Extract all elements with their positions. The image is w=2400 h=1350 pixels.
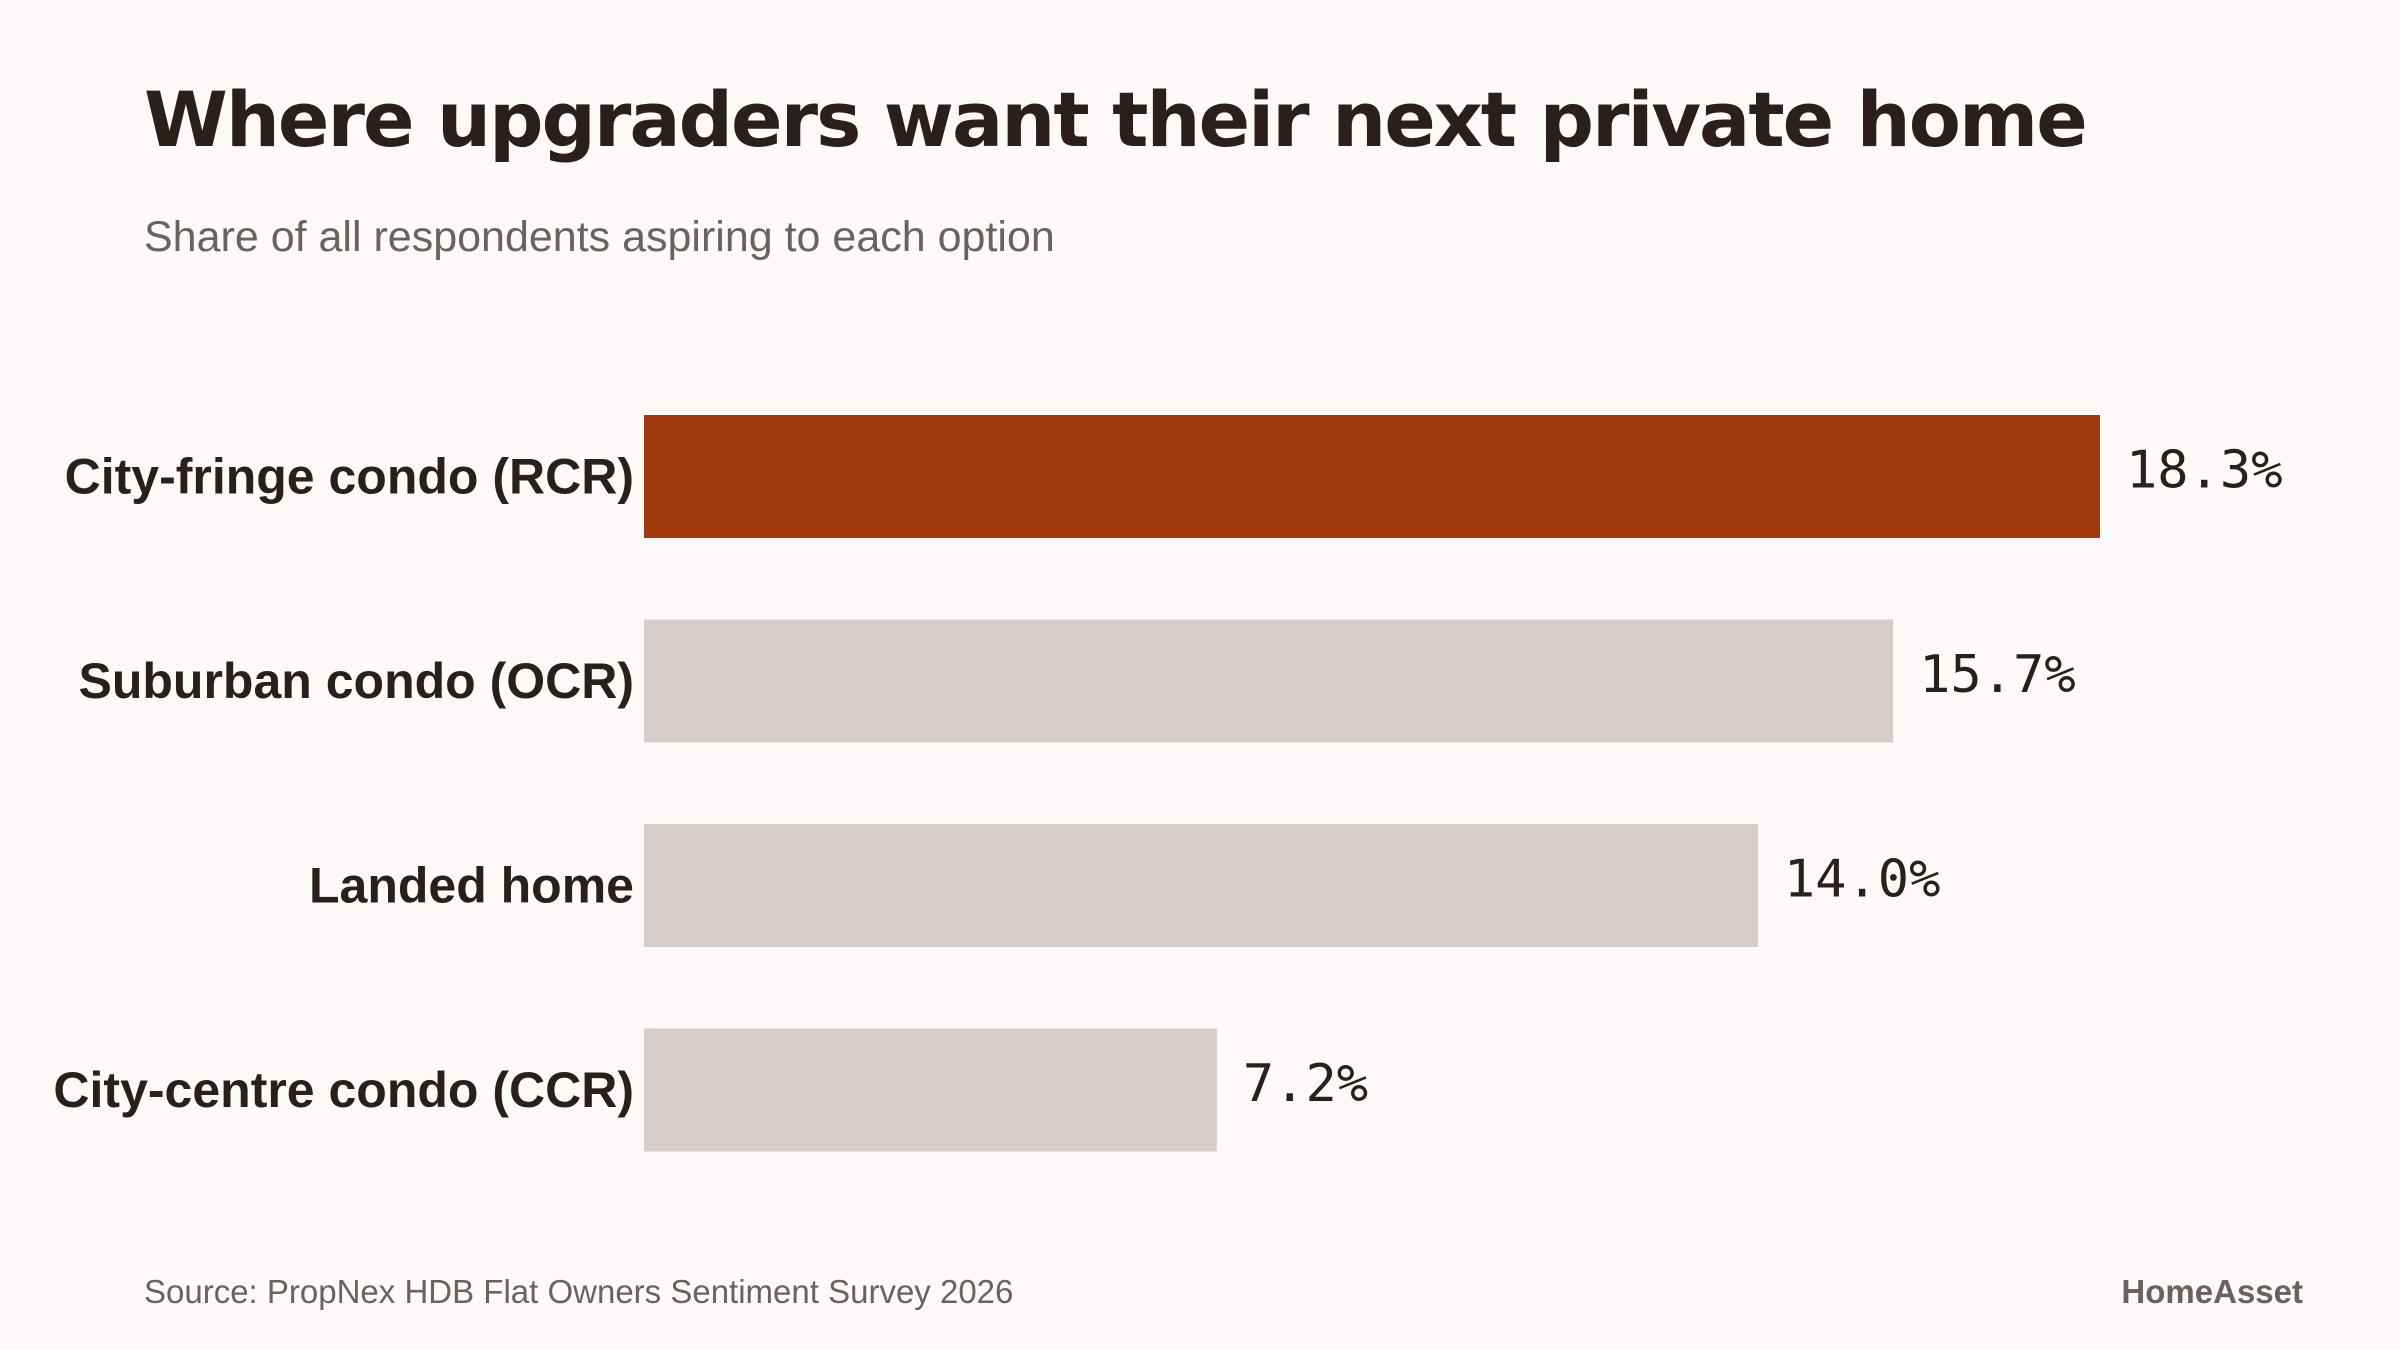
- bar-3: [644, 1028, 1217, 1152]
- value-label-0: 18.3%: [2126, 441, 2283, 501]
- chart-title: Where upgraders want their next private …: [144, 75, 2088, 164]
- value-label-2: 14.0%: [1784, 850, 1941, 910]
- chart-subtitle: Share of all respondents aspiring to eac…: [144, 213, 1055, 261]
- bar-1: [644, 619, 1894, 743]
- value-label-1: 15.7%: [1919, 645, 2076, 705]
- bar-0: [644, 415, 2100, 538]
- category-label-0: City-fringe condo (RCR): [65, 449, 634, 505]
- bar-2: [644, 824, 1758, 947]
- category-label-3: City-centre condo (CCR): [53, 1062, 634, 1118]
- source-note: Source: PropNex HDB Flat Owners Sentimen…: [144, 1273, 1014, 1310]
- category-label-1: Suburban condo (OCR): [79, 653, 635, 709]
- brand-logo: HomeAsset: [2121, 1273, 2303, 1310]
- value-label-3: 7.2%: [1243, 1054, 1368, 1114]
- category-label-2: Landed home: [309, 858, 634, 914]
